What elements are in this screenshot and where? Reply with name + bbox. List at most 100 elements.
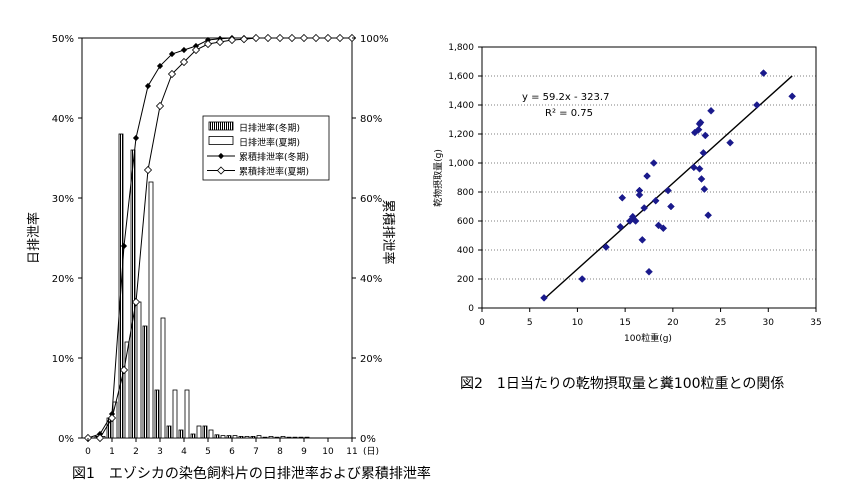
chart1-ytick-left-label: 50%	[52, 34, 74, 45]
chart1-bar-summer	[136, 301, 142, 439]
chart2-intake-vs-weight: 0 200 400 600 800 1,000 1,200 1,400 1,600 1,800 0 5…	[432, 43, 822, 392]
chart1-caption: 図1 エゾシカの染色飼料片の日排泄率および累積排泄率	[72, 465, 431, 482]
chart1-bar-summer	[196, 425, 202, 439]
chart1-ytick-right-label: 60%	[360, 194, 382, 205]
chart1-point-summer	[143, 165, 153, 175]
chart1-bar-summer	[244, 435, 250, 439]
chart1-bar-winter	[142, 325, 148, 439]
chart1-bar-summer	[160, 317, 166, 439]
chart1-xtick-label: 10	[322, 447, 334, 457]
chart1-xtick-label: 5	[205, 447, 211, 457]
chart2-point	[635, 191, 644, 199]
chart2-point	[540, 293, 548, 302]
chart1-bar-summer	[256, 435, 262, 439]
chart1-xtick-label: 3	[157, 447, 163, 457]
chart1-ytick-left-label: 0%	[58, 434, 74, 445]
chart1-point-summer	[191, 45, 201, 55]
chart1-point-summer	[263, 33, 273, 43]
chart1-ylabel-left: 日排泄率	[26, 212, 42, 264]
chart1-bar-summer	[148, 181, 154, 439]
chart2-point	[602, 243, 610, 251]
chart2-xtick-label: 30	[763, 318, 775, 328]
chart1-legend-swatch	[208, 136, 234, 145]
chart1-point-summer	[179, 57, 189, 67]
chart1-bar-winter	[178, 429, 184, 439]
chart2-xtick-label: 0	[479, 318, 485, 328]
chart1-bar-summer	[280, 435, 286, 439]
chart1-bar-winter	[286, 436, 292, 439]
chart2-ylabel: 乾物摂取量(g)	[432, 149, 444, 207]
chart2-ytick-label: 600	[457, 217, 474, 227]
chart2-point	[700, 185, 709, 193]
chart2-point	[616, 222, 625, 231]
chart1-point-summer	[203, 39, 213, 49]
chart2-ytick-label: 800	[457, 188, 474, 198]
chart1-point-summer	[275, 33, 285, 43]
chart1-point-summer	[95, 433, 105, 443]
chart1-x-unit: (日)	[363, 446, 379, 457]
chart1-bar-winter	[166, 425, 172, 439]
chart2-ytick-label: 1,000	[448, 159, 474, 169]
chart2-point	[645, 267, 653, 276]
chart1-ytick-right-label: 40%	[360, 274, 382, 285]
chart1-legend-label: 累積排泄率(夏期)	[239, 166, 309, 178]
chart1-legend: 日排泄率(冬期) 日排泄率(夏期) 累積排泄率(冬期) 累積排泄率(夏期)	[202, 115, 330, 181]
chart1-bar-winter	[250, 435, 256, 439]
chart1-legend-marker	[216, 166, 226, 175]
chart1-point-summer	[215, 37, 225, 47]
chart2-point	[664, 186, 672, 195]
chart1-xtick-label: 7	[253, 447, 259, 457]
chart2-point	[689, 163, 698, 172]
chart2-point	[667, 202, 675, 211]
chart1-legend-label: 日排泄率(冬期)	[239, 122, 300, 134]
chart2-point	[752, 101, 761, 109]
chart2-xtick-label: 25	[715, 318, 726, 328]
chart1-excretion-rate: 0% 10% 20% 30% 40% 50% 0% 20% 40% 60% 80% 100% 0 1 2 3 4…	[26, 33, 431, 482]
chart1-bar-winter	[238, 435, 244, 439]
chart1-xtick-label: 4	[181, 447, 187, 457]
chart2-point	[643, 172, 651, 180]
chart1-point-summer	[239, 35, 249, 44]
chart2-point	[697, 175, 706, 183]
chart2-xtick-label: 20	[667, 318, 679, 328]
chart2-ytick-label: 200	[457, 275, 474, 285]
chart1-ytick-left-label: 20%	[52, 274, 74, 285]
chart1-point-summer	[131, 297, 141, 307]
chart2-point	[635, 186, 644, 195]
chart1-bar-summer	[172, 389, 178, 439]
chart2-ytick-label: 1,400	[448, 101, 474, 111]
chart1-legend-swatch	[208, 121, 234, 131]
chart2-point	[654, 221, 663, 230]
chart2-point	[696, 118, 705, 127]
chart2-point	[618, 193, 627, 202]
chart1-bar-summer	[268, 435, 274, 439]
chart2-point	[694, 125, 703, 134]
chart1-bar-winter	[130, 149, 136, 439]
chart1-bar-summer	[292, 436, 298, 439]
chart1-bar-winter	[262, 436, 268, 439]
chart1-point-summer	[107, 413, 117, 423]
chart1-xtick-label: 0	[85, 447, 91, 457]
chart1-legend-label: 日排泄率(夏期)	[239, 137, 300, 149]
chart1-ytick-right-label: 80%	[360, 114, 382, 125]
chart2-point	[638, 235, 647, 244]
chart2-point	[631, 217, 640, 225]
chart1-xtick-label: 2	[133, 447, 139, 457]
chart1-point-summer	[311, 33, 321, 43]
chart1-point-winter	[132, 134, 140, 142]
chart1-legend-marker	[217, 152, 225, 160]
chart2-equation: y = 59.2x - 323.7	[522, 92, 609, 103]
chart1-point-winter	[120, 242, 128, 250]
chart2-point	[707, 106, 715, 115]
chart2-point	[701, 131, 710, 140]
chart1-xtick-label: 8	[277, 447, 283, 457]
chart1-point-summer	[323, 33, 333, 43]
chart1-bar-summer	[124, 341, 130, 439]
chart1-bar-winter	[202, 425, 208, 439]
chart2-point	[759, 69, 768, 77]
chart2-caption: 図2 1日当たりの乾物摂取量と糞100粒重との関係	[460, 376, 784, 392]
chart2-xtick-label: 35	[810, 318, 821, 328]
chart1-point-summer	[227, 35, 237, 45]
chart1-bar-winter	[154, 389, 160, 439]
